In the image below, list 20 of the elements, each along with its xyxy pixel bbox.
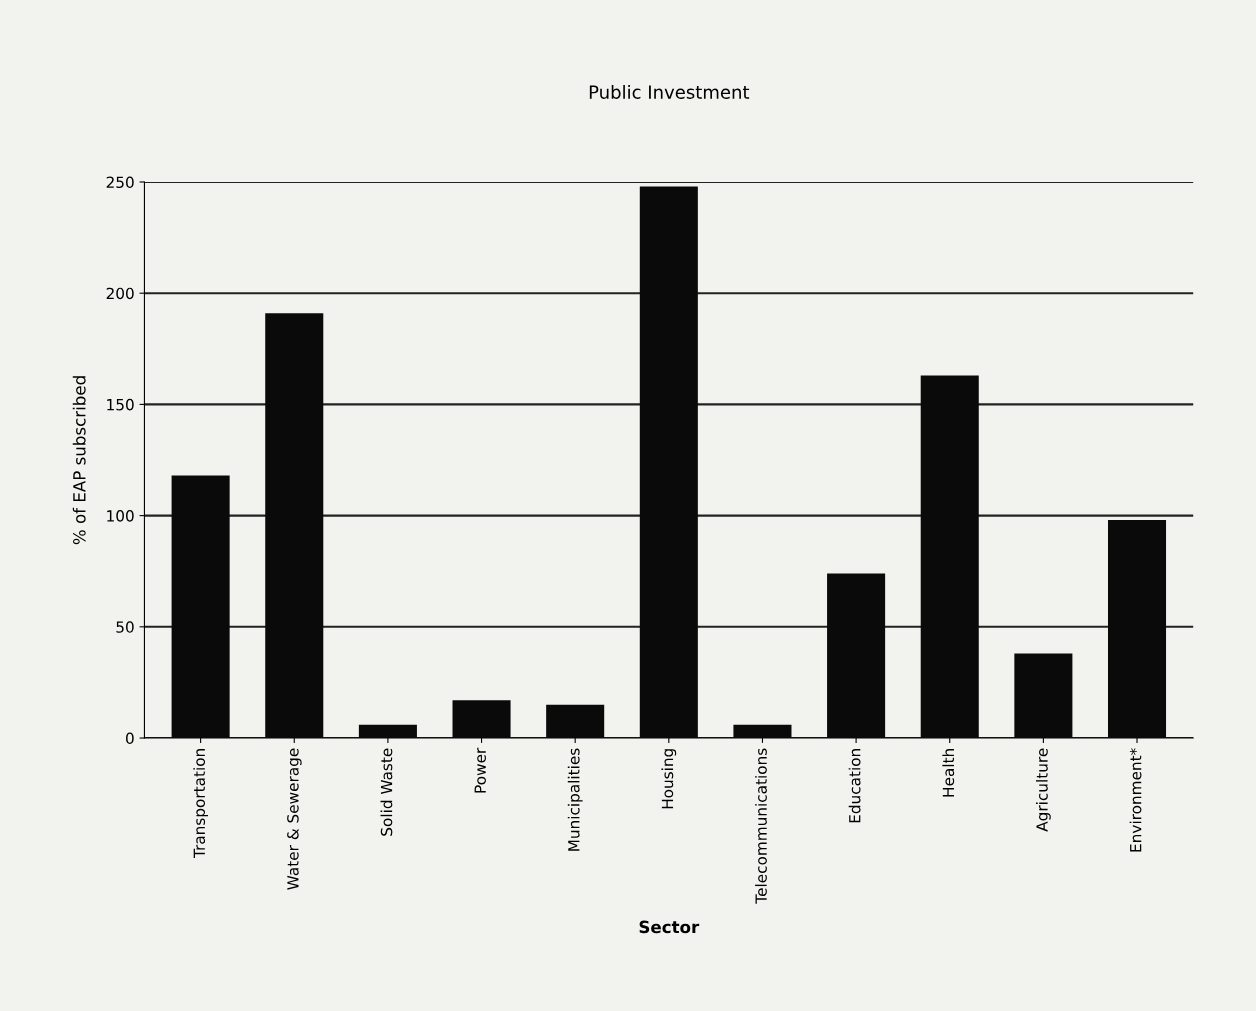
chart-title: Public Investment	[589, 84, 750, 99]
x-tick-label: Education	[848, 749, 861, 823]
x-axis-title: Sector	[639, 920, 700, 934]
x-tick-label: Municipalities	[567, 748, 583, 851]
y-tick-label: 150	[107, 398, 134, 411]
y-axis-title: % of EAP subscribed	[72, 376, 86, 545]
y-tick-label: 0	[126, 732, 134, 745]
x-tick-label: Transportation	[193, 749, 209, 859]
x-tick-label: Water & Sewerage	[287, 748, 302, 890]
y-tick-label: 250	[106, 176, 134, 188]
x-tick-label: Telecommunications	[755, 748, 767, 904]
y-tick-label: 200	[106, 287, 134, 300]
x-tick-label: Power	[474, 747, 486, 793]
y-tick-label: 100	[107, 510, 134, 522]
x-tick-label: Agriculture	[1035, 748, 1051, 832]
x-tick-label: Environment*	[1129, 748, 1142, 852]
x-tick-label: Health	[942, 749, 955, 797]
y-tick-label: 50	[116, 621, 134, 633]
x-tick-label: Solid Waste	[380, 748, 393, 836]
x-tick-label: Housing	[661, 749, 677, 809]
